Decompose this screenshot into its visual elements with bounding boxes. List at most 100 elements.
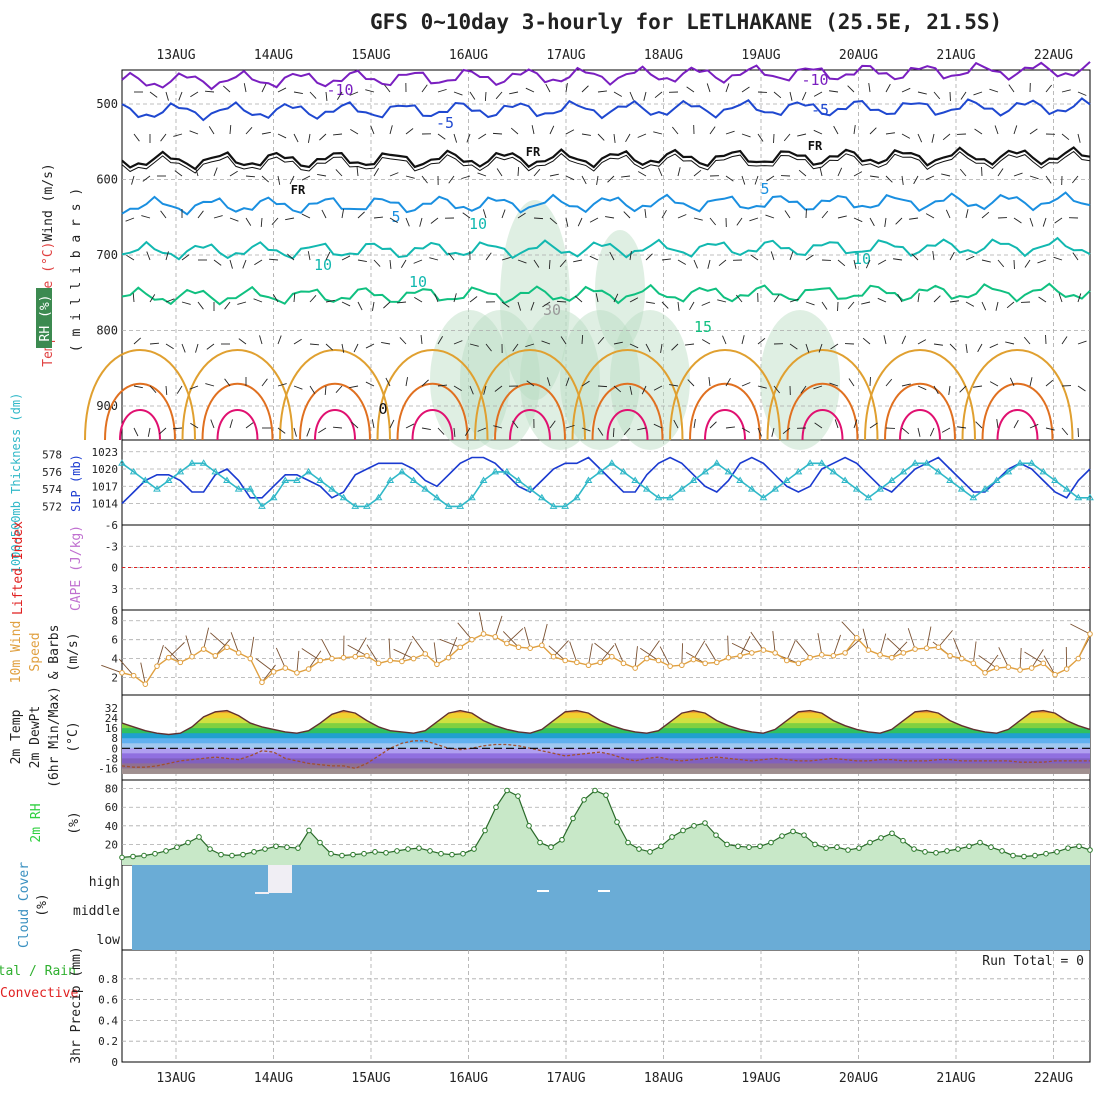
wind-barb — [549, 173, 559, 177]
series-marker — [514, 476, 523, 483]
wind-barb — [549, 217, 558, 225]
wind-barb — [565, 217, 569, 227]
wind-barb — [242, 259, 247, 269]
wind-barb — [405, 377, 409, 387]
warm-arch — [509, 409, 551, 441]
wind-barb — [974, 128, 983, 135]
thickness-tick: 578 — [42, 449, 62, 462]
wind-barb — [829, 382, 839, 387]
wind-point — [364, 652, 370, 659]
wind-barb — [573, 259, 583, 263]
isotherm-5 — [121, 191, 1091, 216]
wind-barb — [437, 384, 447, 387]
wind-barb — [901, 87, 911, 93]
wind-point — [1040, 660, 1047, 667]
wind-barb — [1071, 175, 1079, 184]
wind-barb — [133, 337, 141, 345]
wind-barb — [204, 90, 215, 93]
wind-barb — [405, 175, 415, 179]
wind-barb — [634, 646, 638, 669]
wind-barb — [165, 251, 169, 261]
wind-barb — [565, 175, 575, 181]
series-marker — [1086, 493, 1094, 501]
wind-barb — [869, 217, 875, 227]
wind-barb — [594, 642, 613, 658]
wind-barb — [205, 383, 215, 387]
wind-barb — [259, 335, 263, 345]
warm-arch — [864, 349, 976, 441]
wind-barb — [308, 650, 322, 670]
wind-barb — [399, 337, 407, 345]
wind-barb — [1029, 128, 1038, 135]
rh-point — [317, 839, 323, 846]
rh-point — [229, 852, 235, 859]
date-label-top: 16AUG — [449, 48, 488, 63]
wind-barb — [800, 385, 807, 394]
wind-point — [574, 659, 580, 666]
ylabel-wind10m: (m/s) — [66, 632, 81, 671]
pressure-tick: 500 — [96, 97, 118, 111]
pressure-tick: 800 — [96, 324, 118, 338]
ylabel-wind10m: 10m Wind — [9, 621, 24, 684]
wind-barb — [548, 645, 566, 661]
wind-barb — [757, 427, 762, 437]
wind-barb — [677, 167, 681, 177]
cloud-gap — [255, 892, 269, 894]
wind-barb — [268, 258, 279, 261]
wind-barb — [693, 259, 698, 269]
temp-band — [122, 748, 1090, 754]
wind-barb — [453, 340, 463, 345]
wind-barb — [949, 300, 959, 303]
wind-barb — [960, 91, 967, 100]
series-marker — [433, 493, 441, 501]
series-marker — [1039, 467, 1048, 475]
wind-barb — [783, 133, 791, 142]
wind-barb — [383, 301, 391, 309]
warm-arch — [84, 349, 196, 441]
wind-barb — [512, 420, 519, 429]
wind-barb — [307, 251, 311, 261]
series-marker — [619, 467, 628, 475]
wind-barb — [581, 85, 589, 93]
wind-barb — [1053, 256, 1063, 261]
wind-barb — [629, 297, 639, 303]
precip-tick: 0.2 — [98, 1035, 118, 1048]
panel-frame — [121, 439, 1091, 526]
date-label-bottom: 17AUG — [546, 1071, 585, 1086]
wind-barb — [965, 301, 975, 307]
wind-barb — [335, 169, 343, 177]
wind-barb — [389, 419, 395, 429]
wind-barb — [255, 658, 274, 673]
wind-barb — [981, 211, 990, 219]
series-marker — [374, 493, 383, 501]
wind-point — [434, 661, 440, 668]
temp-band — [122, 710, 1090, 714]
wind-barb — [1077, 133, 1081, 143]
wind-barb — [389, 259, 392, 269]
wind-point — [329, 655, 335, 662]
wind-point — [294, 670, 300, 676]
wind-barb — [238, 338, 247, 345]
rh-tick: 40 — [105, 820, 118, 833]
series-marker — [269, 493, 278, 501]
wind-barb — [917, 293, 920, 303]
series-marker — [316, 476, 325, 483]
wind-barb — [405, 128, 414, 135]
wind-point — [760, 647, 767, 653]
wind-barb — [837, 167, 843, 177]
wind-barb — [181, 254, 190, 261]
wind-barb — [277, 335, 282, 345]
rh-point — [834, 844, 840, 851]
rh-point — [922, 849, 928, 855]
rh-point — [779, 833, 785, 839]
wind-barb — [766, 175, 775, 182]
rh-point — [1032, 852, 1038, 859]
wind-barb — [725, 130, 735, 135]
wind-barb — [293, 427, 297, 437]
wind-barb — [701, 301, 711, 306]
wind-barb — [556, 300, 567, 303]
wind-barb — [869, 127, 877, 135]
wind-barb — [448, 252, 455, 261]
series-marker — [199, 459, 208, 466]
wind-barb — [773, 294, 780, 303]
